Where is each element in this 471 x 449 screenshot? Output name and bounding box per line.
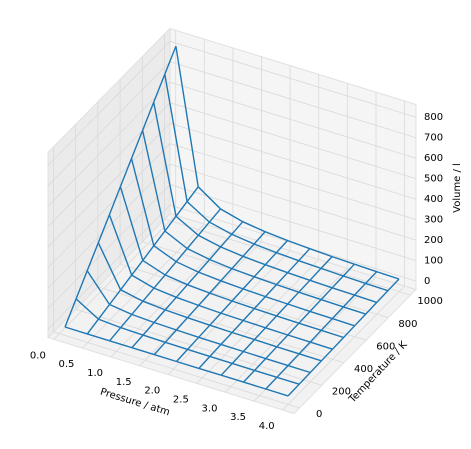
x-tick-label: 0.5 [59,359,75,370]
grid-line [47,204,417,330]
grid-line [196,74,320,384]
grid-line [282,101,406,411]
grid-line [253,92,377,402]
grid-line [47,143,417,268]
y-tick-label: 200 [332,386,351,397]
grid-line [164,34,411,296]
grid-line [53,146,300,409]
x-tick-label: 2.0 [144,386,160,397]
z-tick-label: 800 [424,112,443,123]
z-tick-label: 0 [424,276,430,287]
grid-line [225,83,348,393]
grid-line [139,56,262,367]
wire-line [287,278,400,397]
z-tick-label: 400 [424,194,443,205]
y-tick-label: 1000 [417,296,442,307]
z-tick-label: 500 [424,174,443,185]
grid-line [47,122,417,248]
grid-line [47,81,417,207]
x-tick-label: 0.0 [30,350,46,361]
y-tick-label: 400 [354,364,373,375]
grid-line [82,39,205,349]
z-tick-label: 200 [424,235,443,246]
grid-line [167,65,291,375]
z-axis-label: Volume / l [452,163,463,213]
z-tick-label: 300 [424,215,443,226]
wire-line [242,263,355,383]
grid-line [47,163,417,289]
grid-line [47,40,417,166]
wire-line [131,221,244,349]
z-tick-label: 700 [424,133,443,144]
y-tick-label: 600 [376,341,395,352]
wire-line [175,240,289,362]
x-tick-label: 4.0 [259,421,275,432]
x-tick-label: 1.0 [87,368,103,379]
grid-line [119,79,367,341]
wire-line [109,208,222,342]
x-tick-label: 1.5 [116,377,132,388]
wire-line [220,256,333,376]
z-tick-label: 100 [424,256,443,267]
z-tick-label: 600 [424,153,443,164]
wire-line [153,231,266,356]
x-tick-label: 3.0 [202,403,218,414]
wire-line [86,186,199,335]
wire-line [265,271,378,390]
y-tick-label: 0 [316,409,322,420]
y-tick-label: 800 [398,319,417,330]
wire-line [64,45,177,328]
x-tick-label: 3.5 [230,412,246,423]
grid-line [141,56,389,319]
wire-line [198,248,311,369]
x-tick-label: 2.5 [173,395,189,406]
grid-line [75,124,322,386]
